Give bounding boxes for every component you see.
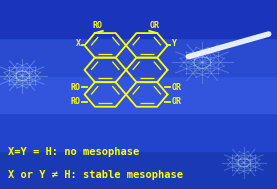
Text: RO: RO [71,83,81,92]
Bar [0,76,277,113]
Text: X=Y = H: no mesophase: X=Y = H: no mesophase [8,147,140,157]
Text: X: X [76,40,81,48]
Bar [0,151,277,189]
Text: X or Y ≠ H: stable mesophase: X or Y ≠ H: stable mesophase [8,170,183,180]
Bar [0,0,277,38]
Text: RO: RO [71,97,81,106]
Text: OR: OR [150,22,160,30]
Bar [0,38,277,76]
Text: Y: Y [171,40,176,48]
Text: OR: OR [171,97,181,106]
Text: RO: RO [92,22,102,30]
Bar [0,113,277,151]
Text: OR: OR [171,83,181,92]
